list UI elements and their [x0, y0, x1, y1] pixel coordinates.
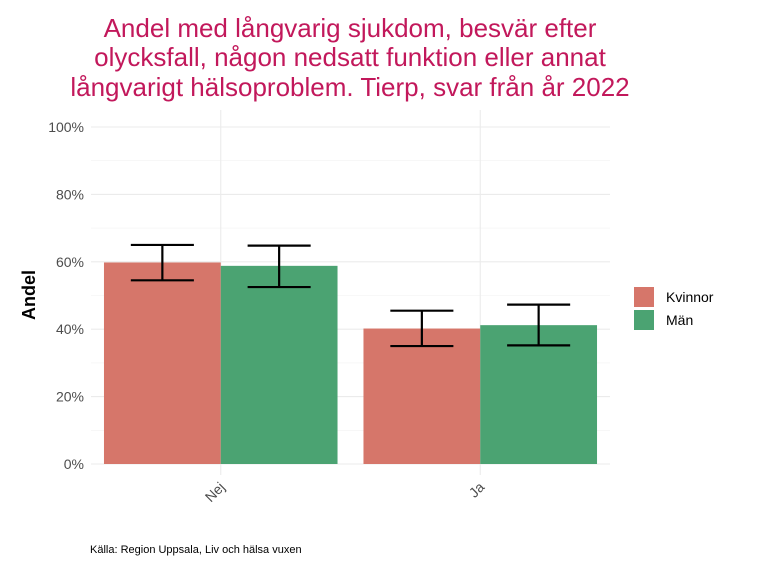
x-axis-ticks: Nej Ja [202, 479, 488, 505]
legend-label: Män [666, 312, 693, 328]
y-tick-label: 60% [56, 254, 84, 270]
source-caption: Källa: Region Uppsala, Liv och hälsa vux… [90, 544, 302, 556]
error-bar [130, 243, 194, 282]
chart-title-line-3: långvarigt hälsoproblem. Tierp, svar frå… [70, 72, 629, 102]
chart-title-line-1: Andel med långvarig sjukdom, besvär efte… [104, 13, 597, 43]
x-tick-label: Ja [466, 479, 488, 501]
bar-kvinnor-nej [103, 262, 221, 464]
y-axis-label: Andel [19, 270, 39, 320]
y-tick-label: 0% [64, 456, 84, 472]
bars [103, 262, 598, 464]
error-bars [130, 243, 571, 348]
legend-key-kvinnor [634, 287, 654, 307]
legend: Kvinnor Män [634, 287, 714, 330]
error-bar [247, 244, 311, 289]
y-tick-label: 20% [56, 389, 84, 405]
x-tick-label: Nej [202, 479, 228, 505]
chart-title-line-2: olycksfall, någon nedsatt funktion eller… [94, 42, 606, 72]
legend-key-män [634, 310, 654, 330]
bar-män-nej [220, 265, 338, 464]
error-bar [507, 303, 571, 347]
legend-label: Kvinnor [666, 289, 714, 305]
y-tick-label: 100% [48, 119, 84, 135]
bar-kvinnor-ja [363, 328, 481, 464]
chart-title: Andel med långvarig sjukdom, besvär efte… [70, 13, 629, 102]
bar-män-ja [480, 325, 598, 464]
y-tick-label: 40% [56, 321, 84, 337]
error-bar [390, 309, 454, 348]
y-tick-label: 80% [56, 186, 84, 202]
y-axis-ticks: 0% 20% 40% 60% 80% 100% [48, 119, 84, 472]
